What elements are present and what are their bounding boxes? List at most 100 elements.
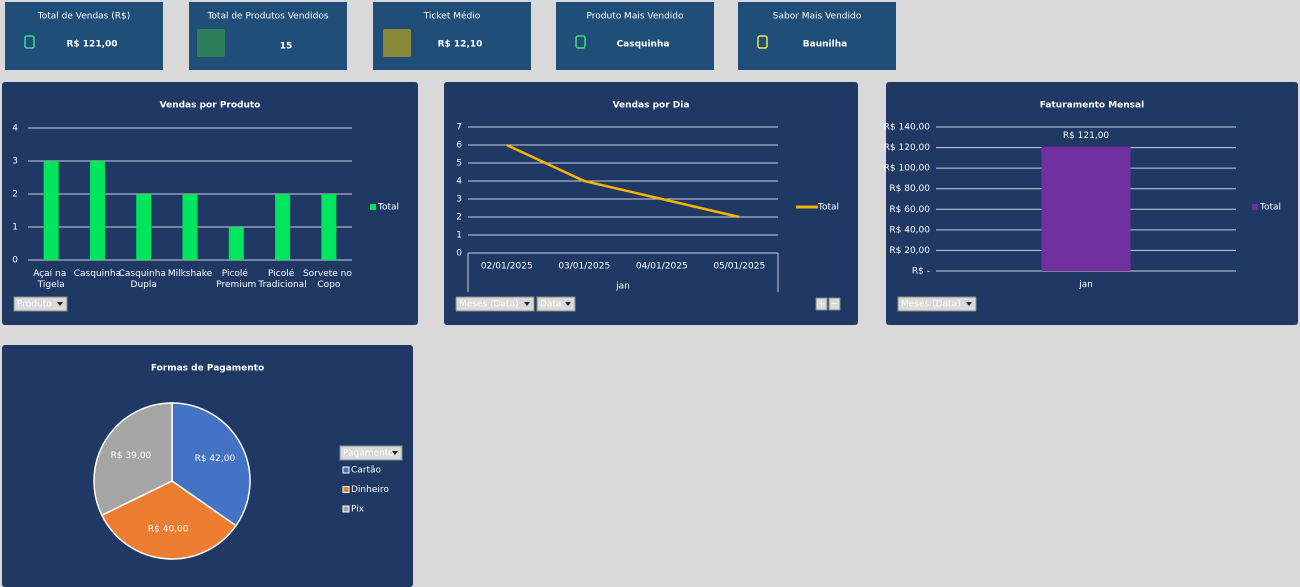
- y-tick-label: 2: [12, 190, 18, 200]
- x-tick-label: 05/01/2025: [713, 262, 765, 272]
- filter-arrow: [966, 302, 972, 306]
- filter-arrow: [524, 302, 530, 306]
- kpi-icon: [383, 29, 411, 57]
- data-label: R$ 39,00: [111, 451, 152, 461]
- x-tick-label: Casquinha: [74, 269, 121, 279]
- filter-label: Data: [540, 300, 562, 310]
- filter-label: Meses (Data): [459, 300, 519, 310]
- y-tick-label: R$ 100,00: [884, 164, 931, 174]
- data-label: R$ 40,00: [148, 525, 189, 535]
- zoom-label: −: [831, 300, 839, 310]
- kpi-value: Baunilha: [803, 40, 847, 50]
- x-tick-label: 03/01/2025: [558, 262, 610, 272]
- y-tick-label: 3: [12, 157, 18, 167]
- bar: [321, 194, 337, 260]
- legend-label: Total: [1259, 203, 1281, 213]
- filter-label: Produto: [17, 300, 52, 310]
- bar: [1041, 146, 1131, 271]
- legend-swatch: [342, 466, 350, 474]
- x-tick-label: jan: [1078, 280, 1093, 290]
- kpi-value: 15: [280, 42, 293, 52]
- legend-label: Cartão: [351, 466, 382, 476]
- kpi-label: Total de Vendas (R$): [37, 12, 130, 22]
- data-label: R$ 121,00: [1063, 131, 1110, 141]
- filter-label: Meses (Data): [901, 300, 961, 310]
- filter-arrow: [57, 302, 63, 306]
- y-tick-label: 3: [456, 195, 462, 205]
- filter-button[interactable]: [13, 296, 68, 312]
- legend-title: Pagamento: [343, 449, 394, 459]
- y-tick-label: R$ 140,00: [884, 123, 931, 133]
- y-tick-label: 0: [456, 249, 462, 259]
- legend-swatch: [342, 505, 350, 513]
- bar: [43, 161, 59, 260]
- line-series: [506, 143, 740, 219]
- pie-slice: [93, 402, 173, 517]
- y-tick-label: 7: [456, 123, 462, 133]
- legend-label: Total: [817, 203, 839, 213]
- y-tick-label: R$ 60,00: [889, 205, 930, 215]
- kpi-label: Total de Produtos Vendidos: [206, 12, 328, 22]
- y-tick-label: 6: [456, 141, 462, 151]
- chart-title: Faturamento Mensal: [1040, 101, 1144, 111]
- kpi-icon: [24, 35, 35, 49]
- bar: [136, 194, 152, 260]
- bar: [182, 194, 198, 260]
- zoom-label: +: [818, 300, 826, 310]
- y-tick-label: R$ 120,00: [884, 143, 931, 153]
- data-label: R$ 42,00: [195, 454, 236, 464]
- kpi-icon: [757, 35, 768, 49]
- y-tick-label: 2: [456, 213, 462, 223]
- x-tick-label: Açaí na Tigela: [33, 269, 69, 290]
- kpi-label: Ticket Médio: [423, 11, 481, 22]
- legend-label: Dinheiro: [351, 485, 389, 495]
- y-tick-label: R$ 40,00: [889, 225, 930, 235]
- bar: [228, 227, 244, 260]
- legend-swatch: [1252, 204, 1258, 210]
- chart-title: Vendas por Dia: [613, 101, 690, 111]
- x-tick-label: Milkshake: [168, 269, 213, 279]
- bar: [89, 161, 105, 260]
- kpi-label: Produto Mais Vendido: [586, 12, 684, 22]
- y-tick-label: R$ -: [912, 267, 930, 277]
- group-label: jan: [615, 282, 630, 292]
- filter-button[interactable]: [897, 296, 977, 312]
- filter-arrow: [565, 302, 571, 306]
- kpi-value: Casquinha: [617, 40, 670, 50]
- y-tick-label: 4: [12, 124, 18, 134]
- kpi-icon: [197, 29, 225, 57]
- zoom-button[interactable]: [815, 297, 828, 311]
- x-tick-label: 04/01/2025: [636, 262, 688, 272]
- x-tick-label: Picolé Tradicional: [257, 268, 306, 290]
- filter-button[interactable]: [455, 296, 535, 312]
- y-tick-label: 5: [456, 159, 462, 169]
- x-tick-label: Picolé Premium: [216, 268, 256, 290]
- chart-panel: [444, 82, 858, 325]
- pie-slice: [171, 402, 251, 527]
- y-tick-label: R$ 80,00: [889, 184, 930, 194]
- kpi-value: R$ 121,00: [66, 40, 117, 50]
- zoom-button[interactable]: [828, 297, 841, 311]
- kpi-icon: [575, 35, 586, 49]
- legend-filter-button[interactable]: [339, 445, 403, 461]
- x-tick-label: 02/01/2025: [481, 262, 533, 272]
- y-tick-label: R$ 20,00: [889, 246, 930, 256]
- kpi-label: Sabor Mais Vendido: [773, 12, 862, 22]
- y-tick-label: 0: [12, 256, 18, 266]
- bar: [275, 194, 291, 260]
- filter-arrow: [392, 451, 398, 455]
- y-tick-label: 1: [12, 223, 18, 233]
- pie-slice: [100, 480, 237, 560]
- legend-swatch: [370, 204, 376, 210]
- chart-panel: [2, 82, 418, 325]
- y-tick-label: 1: [456, 231, 462, 241]
- chart-title: Vendas por Produto: [160, 101, 261, 111]
- kpi-value: R$ 12,10: [438, 40, 483, 50]
- x-tick-label: Casquinha Dupla: [119, 269, 169, 290]
- filter-button[interactable]: [536, 296, 576, 312]
- chart-title: Formas de Pagamento: [151, 364, 264, 374]
- legend-label: Pix: [351, 505, 365, 515]
- x-tick-label: Sorvete no Copo: [303, 269, 355, 290]
